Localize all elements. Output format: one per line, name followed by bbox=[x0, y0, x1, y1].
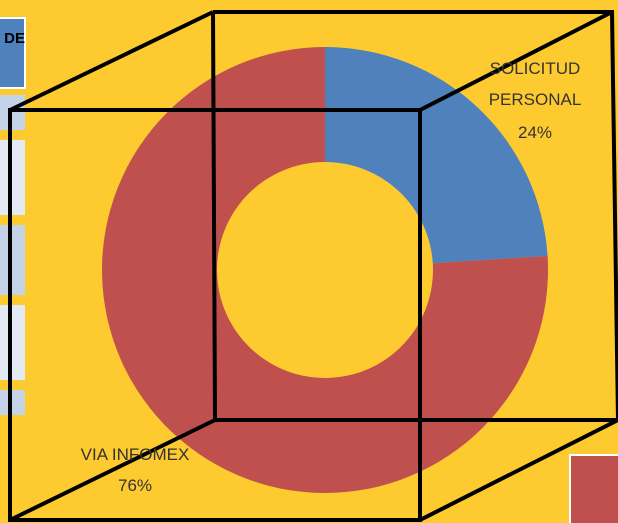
table-row bbox=[0, 305, 25, 380]
table-header-cell bbox=[0, 17, 26, 89]
cube-edge bbox=[419, 418, 618, 522]
table-row bbox=[0, 95, 25, 130]
slice-category-label: SOLICITUD PERSONAL bbox=[488, 59, 582, 109]
cube-overlay bbox=[8, 10, 618, 522]
cube-edge bbox=[419, 10, 613, 112]
legend-swatch bbox=[569, 454, 618, 523]
slice-value-label: 24% bbox=[517, 123, 553, 142]
table-fragment bbox=[0, 17, 26, 415]
cube-edge bbox=[9, 10, 214, 112]
table-row bbox=[0, 225, 25, 295]
slice-category-label: VIA INFOMEX bbox=[80, 445, 190, 464]
donut-slice bbox=[325, 47, 548, 264]
slice-value-label: 76% bbox=[117, 476, 153, 495]
table-row bbox=[0, 390, 25, 415]
table-header-text: DE bbox=[4, 30, 25, 47]
cube-edge bbox=[8, 108, 422, 522]
table-row bbox=[0, 140, 25, 215]
cube-edge bbox=[9, 418, 216, 522]
